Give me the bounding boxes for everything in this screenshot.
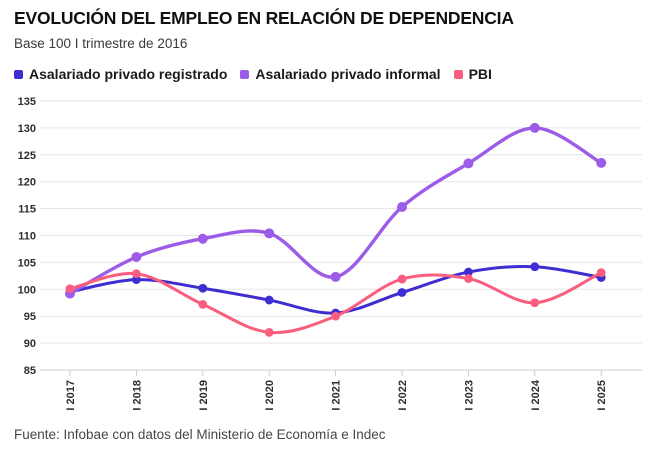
- data-point: [131, 252, 142, 263]
- y-tick-label: 125: [18, 150, 36, 162]
- x-tick-label: I 2019: [198, 380, 210, 411]
- data-point: [463, 158, 474, 169]
- data-point: [264, 327, 274, 337]
- legend-item-informal: Asalariado privado informal: [240, 66, 441, 82]
- y-tick-label: 130: [18, 123, 36, 135]
- data-point: [264, 295, 274, 305]
- data-point: [464, 267, 473, 277]
- legend-label-informal: Asalariado privado informal: [255, 66, 441, 82]
- data-point: [596, 268, 606, 278]
- data-point: [397, 274, 407, 284]
- x-tick-label: I 2020: [264, 380, 276, 411]
- y-tick-label: 90: [24, 338, 36, 350]
- data-point: [397, 201, 407, 212]
- data-point: [197, 233, 208, 244]
- x-tick-label: I 2024: [530, 379, 542, 410]
- series-line: [68, 126, 603, 296]
- legend-label-registered: Asalariado privado registrado: [29, 66, 228, 82]
- data-point: [530, 298, 540, 308]
- y-tick-label: 110: [18, 231, 36, 243]
- data-point: [132, 269, 141, 279]
- data-point: [198, 299, 208, 309]
- data-point: [596, 157, 607, 168]
- data-point: [264, 228, 275, 239]
- chart-legend: Asalariado privado registrado Asalariado…: [14, 66, 649, 82]
- y-tick-label: 120: [18, 177, 36, 189]
- y-tick-label: 115: [18, 204, 36, 216]
- x-tick-label: I 2022: [397, 380, 409, 411]
- data-point: [65, 284, 75, 294]
- data-point: [464, 274, 473, 283]
- legend-item-registered: Asalariado privado registrado: [14, 66, 227, 82]
- page-title: EVOLUCIÓN DEL EMPLEO EN RELACIÓN DE DEPE…: [14, 8, 514, 28]
- y-tick-label: 100: [18, 284, 36, 296]
- legend-label-pbi: PBI: [468, 66, 492, 82]
- data-point: [529, 122, 540, 133]
- data-point: [198, 283, 208, 293]
- line-chart: 85 90 95 100 105 110 115 120 125 130 135 I 2017 I 20…: [0, 92, 657, 422]
- legend-swatch-pbi: [453, 69, 463, 79]
- y-tick-label: 85: [24, 365, 36, 377]
- y-tick-label: 135: [18, 96, 36, 108]
- legend-swatch-registered: [14, 69, 23, 79]
- data-point: [330, 271, 341, 282]
- line-chart-svg: 85 90 95 100 105 110 115 120 125 130 135 I 2017 I 20…: [18, 96, 642, 411]
- data-point: [397, 288, 407, 297]
- legend-swatch-informal: [240, 69, 250, 79]
- legend-item-pbi: PBI: [453, 66, 492, 82]
- chart-subtitle: Base 100 I trimestre de 2016: [14, 36, 188, 51]
- y-tick-label: 95: [24, 311, 36, 323]
- x-tick-label: I 2023: [463, 380, 475, 411]
- x-tick-label: I 2025: [596, 380, 608, 411]
- x-tick-label: I 2017: [65, 380, 77, 411]
- data-point: [530, 262, 540, 272]
- source-note: Fuente: Infobae con datos del Ministerio…: [14, 427, 386, 442]
- x-tick-label: I 2021: [331, 380, 343, 411]
- y-tick-label: 105: [18, 257, 36, 269]
- data-point: [331, 311, 340, 321]
- x-tick-label: I 2018: [131, 380, 143, 411]
